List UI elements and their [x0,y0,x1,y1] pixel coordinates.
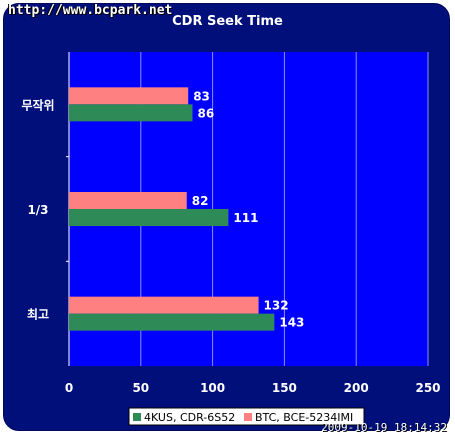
bar [69,313,275,331]
data-label: 132 [264,299,289,313]
category-label: 1/3 [27,203,48,217]
timestamp: 2009-10-19 18:14:32 [321,421,447,434]
bar [69,104,193,122]
bar [69,87,189,105]
data-label: 83 [193,89,210,103]
data-label: 82 [192,194,209,208]
legend-label: BTC, BCE-5234IMI [255,411,353,424]
x-tick-label: 200 [344,381,369,395]
bar [69,192,187,209]
x-tick-label: 250 [415,381,440,395]
bar [69,296,259,314]
legend-swatch [133,413,141,421]
legend-swatch [244,413,252,421]
data-label: 111 [233,211,258,225]
data-label: 86 [197,106,214,120]
watermark: http://www.bcpark.net [8,3,173,18]
bar [69,209,229,226]
x-tick-label: 0 [65,381,73,395]
x-tick-label: 50 [132,381,149,395]
x-tick-label: 150 [272,381,297,395]
chart-title: CDR Seek Time [172,14,283,29]
legend-label: 4KUS, CDR-6S52 [144,411,235,424]
category-label: 최고 [27,307,49,322]
x-tick-label: 100 [200,381,225,395]
data-label: 143 [279,316,304,330]
category-label: 무작위 [21,97,54,112]
